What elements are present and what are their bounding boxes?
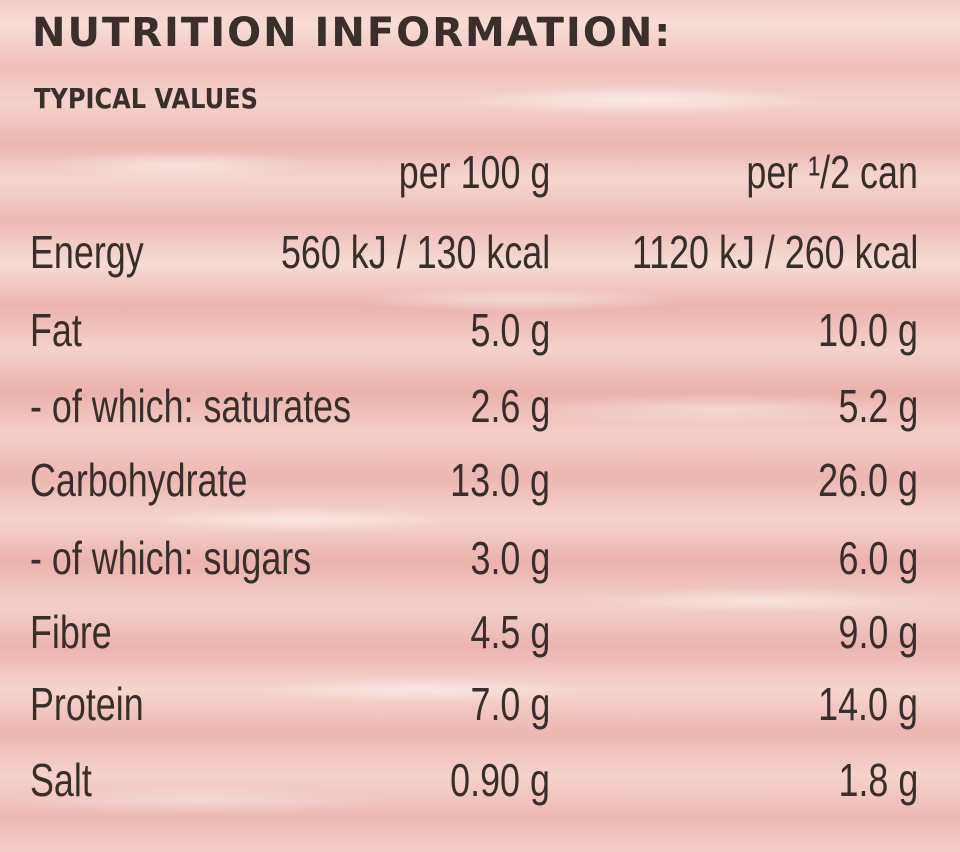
fibre-per-100g: 4.5 g [470, 606, 550, 658]
column-header-per-half-can: per ¹/2 can [746, 146, 918, 198]
row-label-fat: Fat [30, 304, 82, 356]
panel-title: NUTRITION INFORMATION: [32, 10, 673, 56]
row-label-sugars: - of which: sugars [30, 532, 312, 584]
salt-per-100g: 0.90 g [450, 754, 550, 806]
fat-per-100g: 5.0 g [470, 304, 550, 356]
saturates-per-100g: 2.6 g [470, 380, 550, 432]
salt-per-half-can: 1.8 g [838, 754, 918, 806]
saturates-per-half-can: 5.2 g [838, 380, 918, 432]
carbohydrate-per-half-can: 26.0 g [818, 454, 918, 506]
row-label-protein: Protein [30, 678, 144, 730]
row-label-carbohydrate: Carbohydrate [30, 454, 248, 506]
energy-per-100g: 560 kJ / 130 kcal [280, 226, 550, 278]
protein-per-100g: 7.0 g [470, 678, 550, 730]
fat-per-half-can: 10.0 g [818, 304, 918, 356]
row-label-energy: Energy [30, 226, 144, 278]
sugars-per-100g: 3.0 g [470, 532, 550, 584]
sugars-per-half-can: 6.0 g [838, 532, 918, 584]
panel-subtitle: TYPICAL VALUES [34, 82, 258, 115]
fibre-per-half-can: 9.0 g [838, 606, 918, 658]
row-label-saturates: - of which: saturates [30, 380, 352, 432]
protein-per-half-can: 14.0 g [818, 678, 918, 730]
column-header-per-100g: per 100 g [398, 146, 550, 198]
carbohydrate-per-100g: 13.0 g [450, 454, 550, 506]
energy-per-half-can: 1120 kJ / 260 kcal [631, 226, 918, 278]
row-label-salt: Salt [30, 754, 92, 806]
row-label-fibre: Fibre [30, 606, 112, 658]
